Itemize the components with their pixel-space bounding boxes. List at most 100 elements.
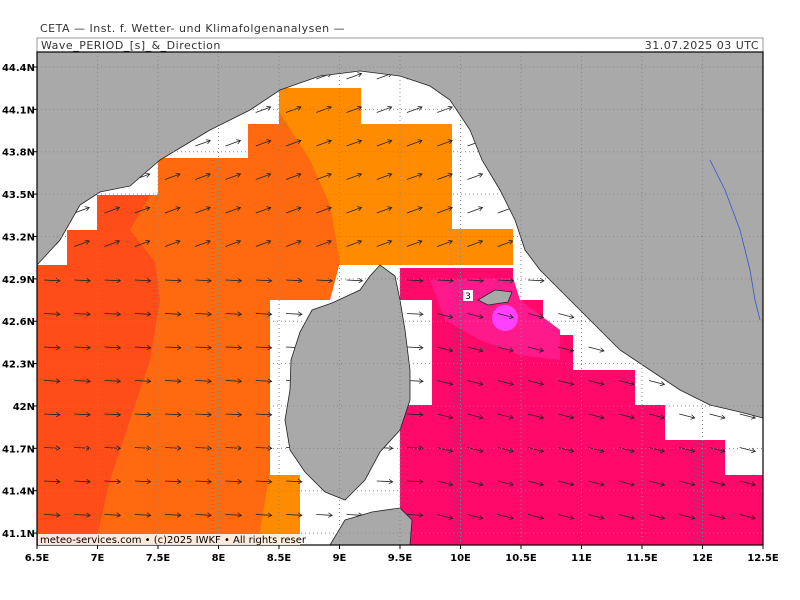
direction-arrow: [558, 346, 574, 351]
direction-arrow: [164, 314, 181, 315]
direction-arrow: [527, 380, 544, 385]
river: [709, 159, 761, 321]
direction-arrow: [437, 413, 453, 418]
direction-arrow: [74, 381, 90, 382]
lon-label: 8.5E: [267, 553, 292, 564]
direction-arrow: [467, 413, 484, 418]
direction-arrow: [43, 347, 60, 348]
direction-arrow: [437, 208, 452, 214]
direction-arrow: [43, 481, 60, 482]
direction-arrow: [376, 107, 392, 113]
direction-arrow: [739, 480, 756, 485]
direction-arrow: [406, 347, 423, 348]
direction-arrow: [225, 141, 241, 147]
direction-arrow: [467, 208, 483, 214]
direction-arrow: [467, 514, 484, 519]
direction-arrow: [558, 413, 574, 418]
direction-arrow: [285, 208, 301, 214]
corsica: [284, 264, 411, 501]
lat-label: 44.1N: [2, 105, 35, 116]
direction-arrow: [285, 515, 302, 516]
direction-arrow: [437, 241, 452, 247]
direction-arrow: [346, 515, 363, 516]
direction-arrow: [558, 447, 574, 452]
direction-arrow: [558, 480, 574, 485]
direction-arrow: [285, 280, 302, 281]
direction-arrow: [164, 174, 180, 180]
direction-arrow: [679, 480, 695, 485]
direction-arrow: [164, 515, 181, 516]
direction-arrow: [437, 313, 453, 318]
header-right: 31.07.2025 03 UTC: [645, 39, 759, 52]
direction-arrow: [225, 208, 241, 214]
direction-arrow: [74, 280, 90, 281]
direction-arrow: [74, 241, 89, 247]
direction-arrow: [43, 381, 60, 382]
period-zone-red-orange: [37, 195, 160, 545]
direction-arrow: [527, 480, 544, 485]
direction-arrow: [527, 447, 544, 452]
direction-arrow: [406, 448, 423, 449]
direction-arrow: [618, 480, 635, 485]
direction-arrow: [437, 346, 453, 351]
direction-arrow: [406, 141, 422, 147]
lat-label: 43.2N: [2, 232, 35, 243]
direction-arrow: [316, 515, 332, 516]
direction-arrow: [497, 447, 514, 452]
direction-arrow: [164, 481, 181, 482]
direction-arrow: [406, 414, 423, 415]
lon-label: 7.5E: [146, 553, 171, 564]
credit-box: [38, 534, 300, 545]
direction-arrow: [104, 414, 121, 415]
direction-arrow: [316, 141, 331, 147]
lat-label: 42.6N: [2, 317, 35, 328]
direction-arrow: [346, 141, 362, 147]
direction-arrow: [316, 208, 331, 214]
direction-arrow: [648, 413, 665, 418]
direction-arrow: [255, 107, 271, 113]
direction-arrow: [346, 208, 362, 214]
elba: [477, 289, 513, 306]
direction-arrow: [527, 514, 544, 519]
direction-arrow: [285, 174, 301, 180]
direction-arrow: [104, 347, 121, 348]
direction-arrow: [406, 208, 422, 214]
direction-arrow: [164, 381, 181, 382]
contour-label: 3: [465, 292, 471, 302]
direction-arrow: [376, 481, 393, 482]
direction-arrow: [195, 515, 211, 516]
direction-arrow: [195, 241, 210, 247]
direction-arrow: [679, 413, 695, 418]
lat-label: 43.5N: [2, 190, 35, 201]
direction-arrow: [346, 174, 362, 180]
direction-arrow: [376, 141, 392, 147]
direction-arrow: [43, 515, 60, 516]
direction-arrow: [225, 347, 242, 348]
direction-arrow: [74, 314, 90, 315]
direction-arrow: [437, 447, 453, 452]
lon-label: 10.5E: [505, 553, 537, 564]
direction-arrow: [467, 280, 484, 281]
direction-arrow: [134, 347, 151, 348]
direction-arrow: [497, 346, 514, 351]
direction-arrow: [376, 174, 392, 180]
direction-arrow: [195, 481, 211, 482]
lon-label: 6.5E: [25, 553, 50, 564]
direction-arrow: [467, 447, 484, 452]
direction-arrow: [346, 107, 362, 113]
direction-arrow: [588, 480, 605, 485]
direction-arrow: [467, 380, 484, 385]
direction-arrow: [588, 413, 605, 418]
lat-label: 42.3N: [2, 360, 35, 371]
direction-arrow: [134, 280, 151, 281]
direction-arrow: [225, 515, 242, 516]
lat-label: 44.4N: [2, 63, 35, 74]
direction-arrow: [497, 280, 514, 281]
direction-arrow: [527, 280, 544, 281]
coastline: [36, 70, 764, 419]
direction-arrow: [709, 447, 726, 452]
direction-arrow: [497, 241, 513, 247]
lat-label: 42N: [13, 402, 35, 413]
direction-arrow: [739, 514, 756, 519]
